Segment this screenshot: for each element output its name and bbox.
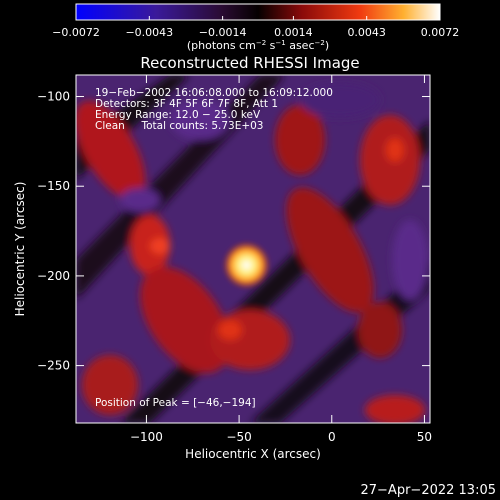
x-tick-label: 0 (328, 430, 336, 444)
colorbar-tick-label: 0.0014 (274, 26, 313, 39)
colorbar-tick-label: 0.0043 (347, 26, 386, 39)
annotation-time-range: 19−Feb−2002 16:06:08.000 to 16:09:12.000 (95, 87, 333, 99)
y-axis-ticks: −100 −150 −200 −250 (37, 90, 430, 373)
colorbar-ticks: −0.0072 −0.0043 −0.0014 0.0014 0.0043 0.0072 (52, 16, 459, 39)
annotation-clean-counts: Clean Total counts: 5.73E+03 (95, 120, 264, 132)
annotation-energy-range: Energy Range: 12.0 − 25.0 keV (95, 109, 261, 121)
annotation-detectors: Detectors: 3F 4F 5F 6F 7F 8F, Att 1 (95, 98, 278, 110)
colorbar-tick-label: −0.0014 (199, 26, 247, 39)
plot-frame (75, 74, 431, 424)
x-tick-label: −50 (226, 430, 251, 444)
colorbar-tick-label: −0.0072 (52, 26, 100, 39)
x-axis-ticks: −100 −50 0 50 (130, 75, 432, 444)
y-tick-label: −150 (37, 179, 70, 193)
colorbar: −0.0072 −0.0043 −0.0014 0.0014 0.0043 0.0072 … (52, 3, 459, 52)
chart-title: Reconstructed RHESSI Image (140, 54, 359, 72)
y-tick-label: −100 (37, 90, 70, 104)
colorbar-tick-label: −0.0043 (125, 26, 173, 39)
x-axis-label: Heliocentric X (arcsec) (185, 447, 321, 461)
y-tick-label: −200 (37, 269, 70, 283)
y-axis-label: Heliocentric Y (arcsec) (13, 182, 27, 317)
footer-timestamp: 27−Apr−2022 13:05 (361, 483, 497, 498)
annotation-peak-position: Position of Peak = [−46,−194] (95, 397, 256, 409)
colorbar-gradient (75, 3, 441, 21)
peak-source (222, 241, 271, 290)
heatmap-texture (76, 75, 430, 423)
x-tick-label: 50 (417, 430, 432, 444)
x-tick-label: −100 (130, 430, 163, 444)
colorbar-units: (photons cm−2 s−1 asec−2) (187, 39, 329, 52)
annotations: 19−Feb−2002 16:06:08.000 to 16:09:12.000… (95, 87, 333, 409)
heatmap-image (76, 75, 430, 423)
colorbar-tick-label: 0.0072 (421, 26, 460, 39)
y-tick-label: −250 (37, 359, 70, 373)
